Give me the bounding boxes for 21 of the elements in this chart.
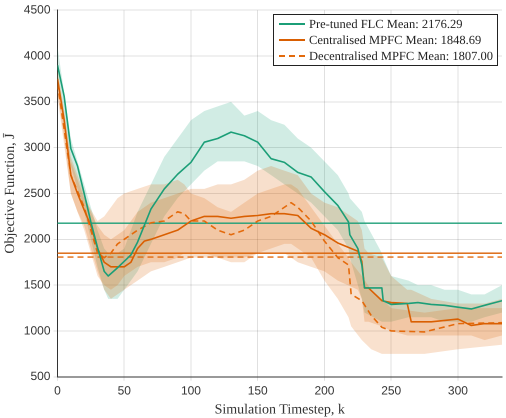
y-axis-title: Objective Function, J̄ [2, 132, 18, 254]
y-tick-label: 2500 [24, 186, 51, 200]
legend-label: Decentralised MPFC Mean: 1807.00 [309, 48, 494, 64]
y-tick-label: 500 [30, 369, 51, 384]
y-tick-label: 3000 [24, 140, 51, 154]
x-axis-title: Simulation Timestep, k [214, 402, 345, 418]
x-tick-label: 0 [54, 383, 62, 398]
x-tick-label: 150 [248, 383, 268, 398]
x-tick-label: 50 [118, 383, 132, 398]
y-tick-label: 4000 [24, 48, 51, 62]
legend-label: Pre-tuned FLC Mean: 2176.29 [309, 16, 462, 32]
y-tick-label: 2000 [24, 232, 51, 246]
x-tick-label: 200 [314, 383, 335, 398]
y-tick-label: 1000 [24, 323, 51, 338]
x-tick-label: 300 [448, 383, 468, 398]
y-tick-label: 1500 [24, 277, 51, 292]
x-tick-label: 100 [180, 383, 202, 398]
legend-label: Centralised MPFC Mean: 1848.69 [309, 32, 482, 48]
y-tick-label: 4500 [24, 2, 51, 17]
y-tick-label: 3500 [24, 94, 51, 108]
x-tick-label: 250 [381, 383, 402, 398]
